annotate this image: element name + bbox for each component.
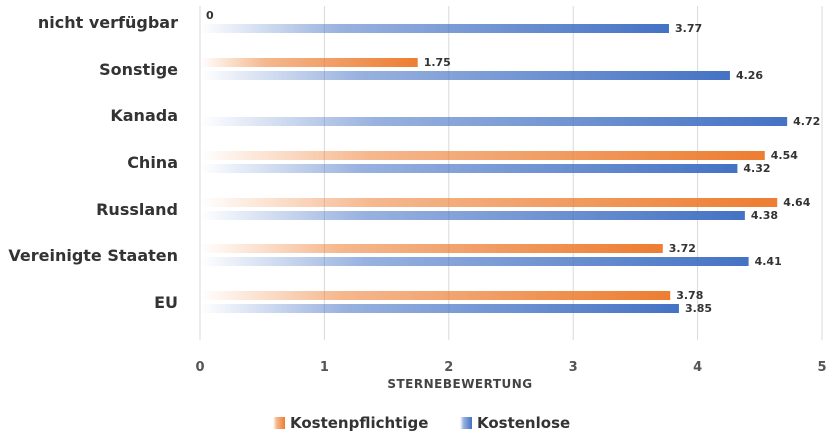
data-label: 3.78: [676, 289, 703, 302]
legend: Kostenpflichtige Kostenlose: [273, 414, 570, 432]
category-labels: nicht verfügbar Sonstige Kanada China Russla…: [8, 13, 178, 312]
x-axis-title: STERNEBEWERTUNG: [387, 377, 532, 391]
category-label: nicht verfügbar: [38, 13, 178, 32]
legend-swatch-kostenlose: [460, 417, 472, 429]
data-label: 4.72: [793, 115, 820, 128]
data-label: 4.32: [743, 162, 770, 175]
x-tick-label: 2: [444, 360, 453, 375]
data-label: 0: [206, 9, 214, 22]
category-label: Russland: [96, 200, 178, 219]
bar: [200, 58, 418, 67]
x-tick-label: 4: [693, 360, 702, 375]
bar: [200, 211, 745, 220]
bar: [200, 164, 738, 173]
data-label: 3.85: [685, 302, 712, 315]
bar: [200, 257, 749, 266]
data-labels: 0 1.75 4.54 4.64 3.72 3.78 3.77 4.26 4.72 4.32 4.3…: [206, 9, 820, 315]
bar: [200, 71, 730, 80]
data-label: 4.38: [751, 209, 778, 222]
bars: [200, 24, 788, 313]
bar: [200, 198, 778, 207]
legend-label-kostenpflichtige: Kostenpflichtige: [290, 414, 428, 432]
category-label: Vereinigte Staaten: [8, 246, 178, 265]
data-label: 4.64: [783, 196, 810, 209]
bar: [200, 117, 788, 126]
data-label: 4.54: [771, 149, 798, 162]
legend-label-kostenlose: Kostenlose: [477, 414, 570, 432]
bar: [200, 291, 671, 300]
bar: [200, 244, 663, 253]
bar: [200, 151, 765, 160]
data-label: 4.41: [755, 255, 782, 268]
data-label: 3.72: [669, 242, 696, 255]
bar: [200, 24, 669, 33]
category-label: China: [127, 153, 178, 172]
x-tick-label: 3: [569, 360, 578, 375]
data-label: 3.77: [675, 22, 702, 35]
data-label: 1.75: [424, 56, 451, 69]
x-tick-label: 1: [320, 360, 329, 375]
category-label: Kanada: [110, 106, 178, 125]
category-label: Sonstige: [99, 60, 178, 79]
legend-swatch-kostenpflichtige: [273, 417, 285, 429]
x-tick-label: 0: [195, 360, 204, 375]
category-label: EU: [154, 293, 178, 312]
x-tick-label: 5: [817, 360, 826, 375]
data-label: 4.26: [736, 69, 763, 82]
bar: [200, 304, 679, 313]
x-tick-labels: 0 1 2 3 4 5: [195, 360, 826, 375]
